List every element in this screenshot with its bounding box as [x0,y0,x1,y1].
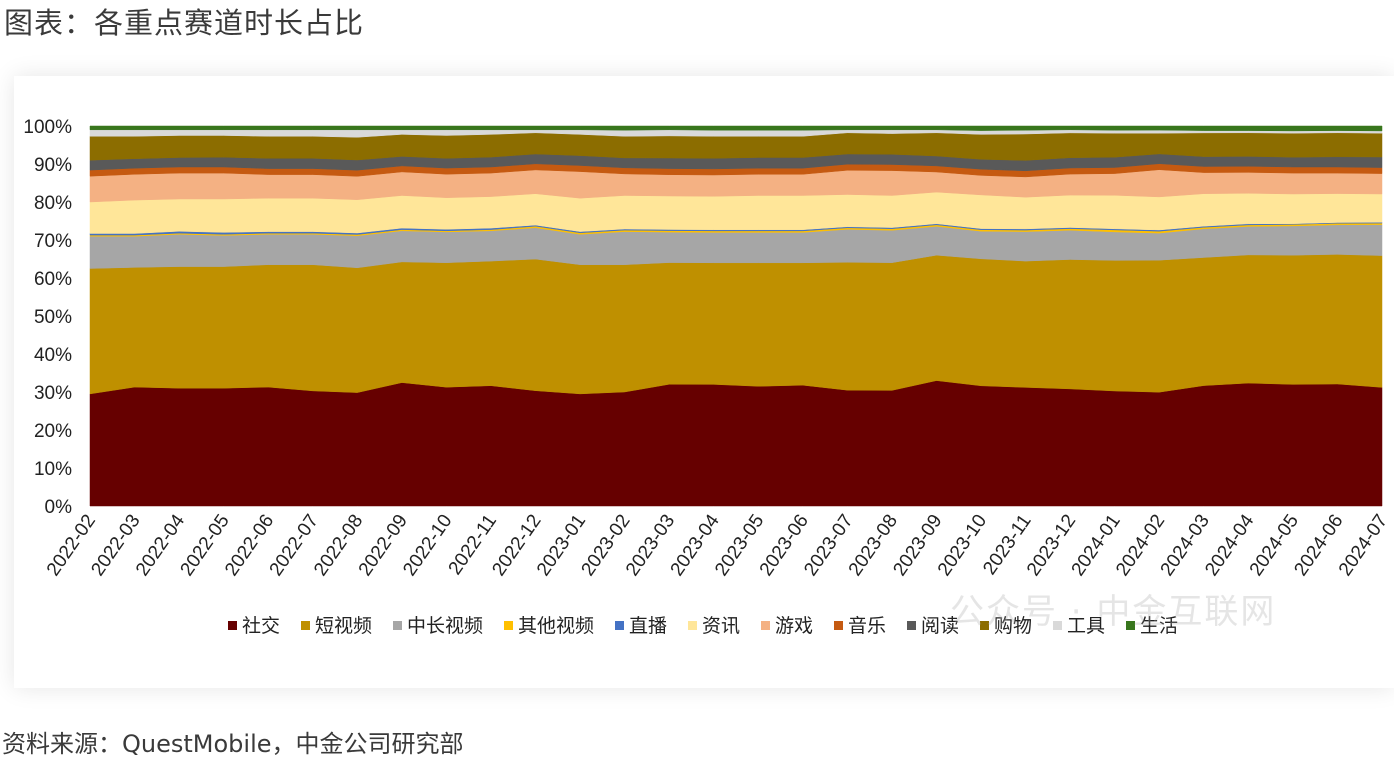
y-tick-label: 70% [34,231,72,252]
legend-swatch [761,621,770,630]
x-axis: 2022-022022-032022-042022-052022-062022-… [43,510,1392,580]
y-tick-label: 60% [34,269,72,290]
legend-item-10: 工具 [1053,616,1105,637]
legend-item-9: 购物 [980,615,1032,637]
legend-item-4: 直播 [615,615,667,637]
legend-swatch [393,621,402,630]
legend-swatch [301,621,310,630]
y-tick-label: 0% [45,497,73,518]
y-tick-label: 20% [34,421,72,442]
watermark: 公众号 · 中金互联网 [950,592,1277,632]
stacked-area-chart: 0% 10% 20% 30% 40% 50% 60% 70% 80% 90% 100% 2022-0… [23,117,1392,637]
legend: 社交 短视频 中长视频 其他视频 直播 资讯 游戏 音乐 阅读 购物 工具 生活 [228,615,1178,637]
legend-swatch [834,621,843,630]
legend-swatch [1053,621,1062,630]
y-tick-label: 40% [34,345,72,366]
legend-item-11: 生活 [1126,615,1178,637]
source-note: 资料来源：QuestMobile，中金公司研究部 [2,730,464,758]
y-axis: 0% 10% 20% 30% 40% 50% 60% 70% 80% 90% 100% [23,117,72,518]
figure-title: 图表：各重点赛道时长占比 [4,6,365,40]
legend-item-8: 阅读 [907,615,959,637]
y-tick-label: 10% [34,459,72,480]
legend-item-7: 音乐 [834,615,886,637]
y-tick-label: 80% [34,193,72,214]
legend-item-3: 其他视频 [504,615,594,637]
legend-swatch [1126,621,1135,630]
legend-label: 工具 [1067,616,1105,637]
legend-label: 短视频 [315,615,372,637]
y-tick-label: 90% [34,155,72,176]
legend-label: 其他视频 [518,615,594,637]
chart-card: 0% 10% 20% 30% 40% 50% 60% 70% 80% 90% 100% 2022-0… [14,76,1394,688]
legend-item-1: 短视频 [301,615,372,637]
area-series-1 [89,254,1383,395]
legend-swatch [504,621,513,630]
legend-label: 资讯 [702,615,740,637]
legend-label: 直播 [629,615,667,637]
area-series-0 [89,380,1383,507]
legend-swatch [907,621,916,630]
legend-label: 游戏 [775,615,813,637]
legend-swatch [615,621,624,630]
legend-label: 购物 [994,615,1032,637]
legend-swatch [688,621,697,630]
y-tick-label: 100% [23,117,72,138]
legend-item-5: 资讯 [688,615,740,637]
legend-label: 音乐 [848,615,886,637]
legend-swatch [980,621,989,630]
legend-item-0: 社交 [228,615,280,637]
legend-label: 中长视频 [407,615,483,637]
legend-item-2: 中长视频 [393,615,483,637]
legend-item-6: 游戏 [761,615,813,637]
y-tick-label: 30% [34,383,72,404]
legend-label: 社交 [242,615,280,637]
area-layers [89,125,1383,507]
area-series-11 [89,125,1383,132]
legend-label: 生活 [1140,615,1178,637]
legend-label: 阅读 [921,615,959,637]
legend-swatch [228,621,237,630]
y-tick-label: 50% [34,307,72,328]
